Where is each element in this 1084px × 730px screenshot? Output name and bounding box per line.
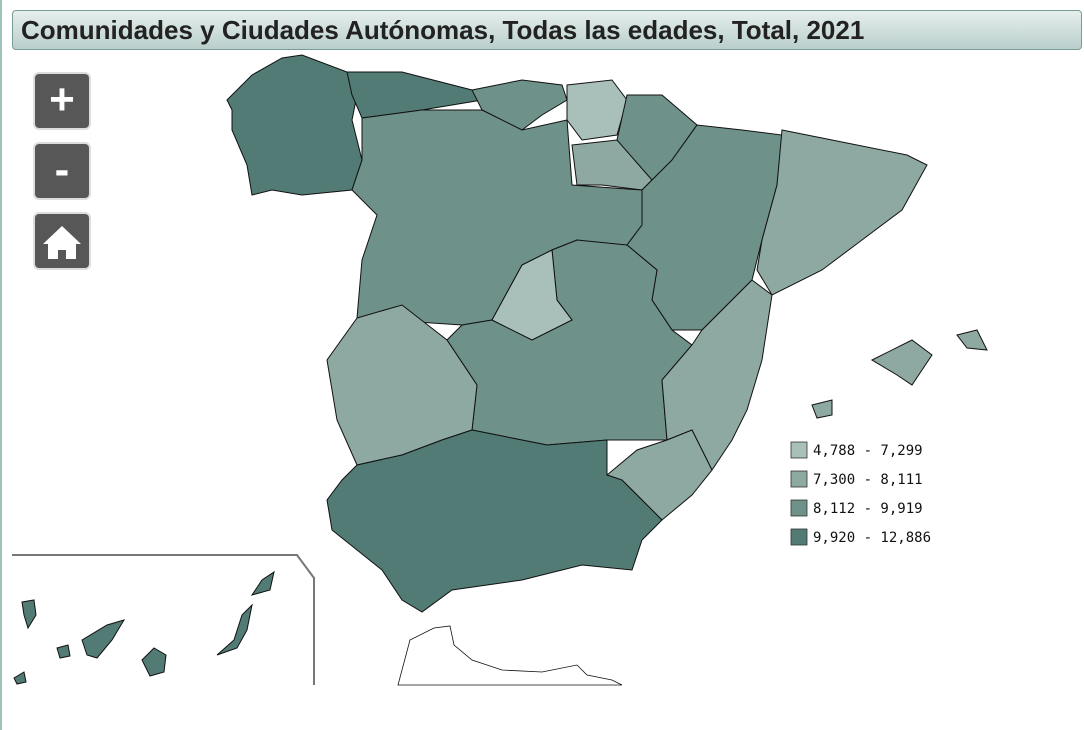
valencia[interactable]: [661, 279, 773, 471]
tenerife[interactable]: [81, 619, 126, 659]
lanzarote[interactable]: [250, 570, 275, 596]
zoom-in-button[interactable]: +: [33, 72, 91, 130]
legend-label: 9,920 - 12,886: [813, 530, 931, 546]
cataluna[interactable]: [756, 129, 928, 296]
madrid[interactable]: [491, 249, 573, 341]
legend-label: 4,788 - 7,299: [813, 443, 923, 459]
legend-label: 8,112 - 9,919: [813, 501, 923, 517]
legend-label: 7,300 - 8,111: [813, 472, 923, 488]
galicia[interactable]: [226, 54, 363, 196]
la-palma[interactable]: [21, 599, 37, 630]
menorca[interactable]: [956, 329, 988, 351]
legend: 4,788 - 7,299 7,300 - 8,111 8,112 - 9,919 9…: [790, 441, 931, 546]
asturias[interactable]: [346, 71, 484, 119]
gran-canaria[interactable]: [141, 647, 167, 677]
gomera[interactable]: [56, 644, 71, 659]
zoom-out-button[interactable]: -: [33, 142, 91, 200]
fuerteventura[interactable]: [216, 603, 253, 656]
ibiza[interactable]: [811, 399, 833, 419]
hierro[interactable]: [13, 671, 27, 685]
legend-swatch: [790, 441, 808, 459]
mallorca[interactable]: [870, 339, 933, 386]
home-icon: [43, 226, 81, 259]
map-title: Comunidades y Ciudades Autónomas, Todas …: [12, 10, 1082, 50]
legend-swatch: [790, 470, 808, 488]
legend-swatch: [790, 528, 808, 546]
regions: [13, 54, 988, 685]
canarias-frame: [12, 554, 315, 685]
africa-coast: [397, 625, 623, 686]
andalucia[interactable]: [326, 429, 663, 613]
home-button[interactable]: [33, 212, 91, 270]
pais-vasco[interactable]: [566, 79, 628, 141]
legend-swatch: [790, 499, 808, 517]
